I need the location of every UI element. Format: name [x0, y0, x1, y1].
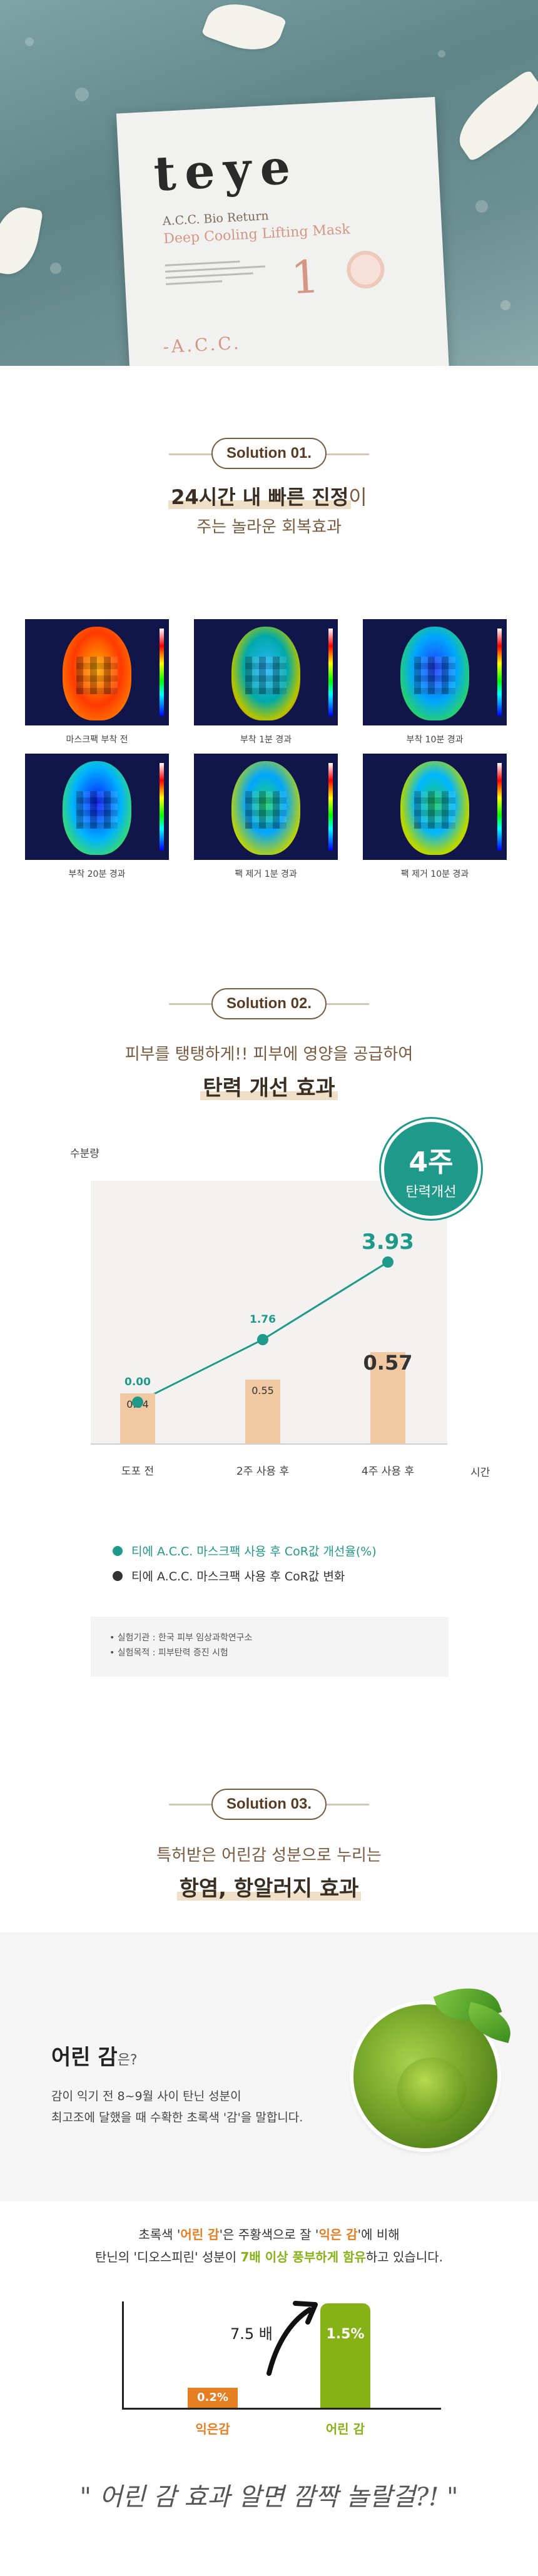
bar-value-label: 0.57 [363, 1351, 413, 1375]
solution-01-pill: Solution 01. [211, 438, 327, 469]
ripe-label: 익은감 [195, 2422, 230, 2437]
legend-label-change: 티에 A.C.C. 마스크팩 사용 후 CoR값 변화 [131, 1570, 345, 1583]
solution-02-lead: 피부를 탱탱하게!! 피부에 영양을 공급하여 [124, 1045, 414, 1064]
solution-03-lead: 특허받은 어린감 성분으로 누리는 [156, 1846, 382, 1865]
line-value-label: 1.76 [250, 1313, 276, 1326]
line-point [257, 1334, 268, 1345]
young-value: 1.5% [326, 2326, 365, 2342]
legend-label-improvement: 티에 A.C.C. 마스크팩 사용 후 CoR값 개선율(%) [131, 1545, 377, 1558]
legend-item-improvement: 티에 A.C.C. 마스크팩 사용 후 CoR값 개선율(%) [113, 1542, 377, 1559]
badge-small-text: 탄력개선 [405, 1184, 457, 1200]
badge-big-text: 4주 [409, 1146, 454, 1178]
4-week-badge: 4주 탄력개선 [384, 1122, 478, 1216]
thermal-caption-5: 팩 제거 1분 경과 [235, 869, 297, 879]
note-institution: • 실험기관 : 한국 피부 임상과학연구소 [109, 1633, 253, 1643]
thermal-image-5 [194, 754, 338, 860]
headline-suffix: 이 [348, 485, 367, 509]
ripe-value: 0.2% [197, 2391, 228, 2404]
line-point [132, 1397, 143, 1408]
solution-03-pill: Solution 03. [211, 1789, 327, 1820]
thermal-caption-3: 부착 10분 경과 [406, 735, 464, 745]
headline-strong: 24시간 내 빠른 진정 [168, 482, 352, 510]
solution-02-headline-wrap: 탄력 개선 효과 [0, 1071, 538, 1101]
young-label: 어린 감 [325, 2422, 365, 2437]
hero-image: teye A.C.C. Bio Return Deep Cooling Lift… [0, 0, 538, 366]
chart-x-tick: 2주 사용 후 [236, 1465, 290, 1478]
legend-dot-dark-icon [113, 1570, 123, 1581]
thermal-image-6 [363, 754, 507, 860]
ripe-persimmon-bar [188, 2388, 238, 2408]
line-value-label: 3.93 [362, 1230, 414, 1255]
chart-bar [370, 1352, 405, 1443]
line-value-label: 0.00 [124, 1376, 151, 1388]
solution-02-headline: 탄력 개선 효과 [200, 1071, 338, 1101]
solution-01-subline: 주는 놀라운 회복효과 [196, 518, 342, 537]
note-purpose: • 실험목적 : 피부탄력 증진 시험 [109, 1648, 228, 1658]
chart-y-label: 수분량 [70, 1148, 99, 1160]
bar-value-label: 0.55 [251, 1385, 274, 1397]
chart-x-tick: 도포 전 [121, 1465, 155, 1478]
solution-03-headline: 항염, 항알러지 효과 [176, 1871, 362, 1902]
solution-02-pill: Solution 02. [211, 988, 327, 1019]
comparison-text: 초록색 '어린 감'은 주황색으로 잘 '익은 감'에 비해 탄닌의 '디오스피… [95, 2227, 443, 2265]
card-description: 감이 익기 전 8~9월 사이 탄닌 성분이 최고조에 달했을 때 수확한 초록… [51, 2089, 303, 2124]
thermal-caption-2: 부착 1분 경과 [240, 735, 292, 745]
young-persimmon-image [353, 2004, 497, 2148]
thermal-image-4 [25, 754, 169, 860]
experiment-notes: • 실험기관 : 한국 피부 임상과학연구소 • 실험목적 : 피부탄력 증진 … [91, 1617, 449, 1677]
thermal-caption-6: 팩 제거 10분 경과 [400, 869, 469, 879]
tagline: " 어린 감 효과 알면 깜짝 놀랄걸?! " [79, 2483, 459, 2512]
chart-x-tick: 4주 사용 후 [361, 1465, 415, 1478]
thermal-image-3 [363, 619, 507, 725]
chart-x-label: 시간 [470, 1467, 490, 1479]
solution-01-headline: 24시간 내 빠른 진정이 [0, 482, 538, 510]
multiplier-label: 7.5 배 [230, 2325, 273, 2343]
thermal-caption-1: 마스크팩 부착 전 [66, 735, 128, 745]
legend-item-change: 티에 A.C.C. 마스크팩 사용 후 CoR값 변화 [113, 1567, 345, 1584]
young-persimmon-bar [320, 2303, 370, 2408]
line-point [382, 1256, 393, 1268]
compare-x-axis [122, 2408, 441, 2410]
card-title: 어린 감은? [51, 2045, 138, 2070]
thermal-caption-4: 부착 20분 경과 [68, 869, 126, 879]
thermal-image-1 [25, 619, 169, 725]
chart-baseline [91, 1443, 447, 1445]
compare-y-axis [122, 2301, 124, 2410]
thermal-image-2 [194, 619, 338, 725]
solution-03-headline-wrap: 항염, 항알러지 효과 [0, 1871, 538, 1902]
legend-dot-teal-icon [113, 1545, 123, 1556]
increase-arrow-icon [266, 2301, 318, 2376]
chart-bar [245, 1380, 280, 1443]
